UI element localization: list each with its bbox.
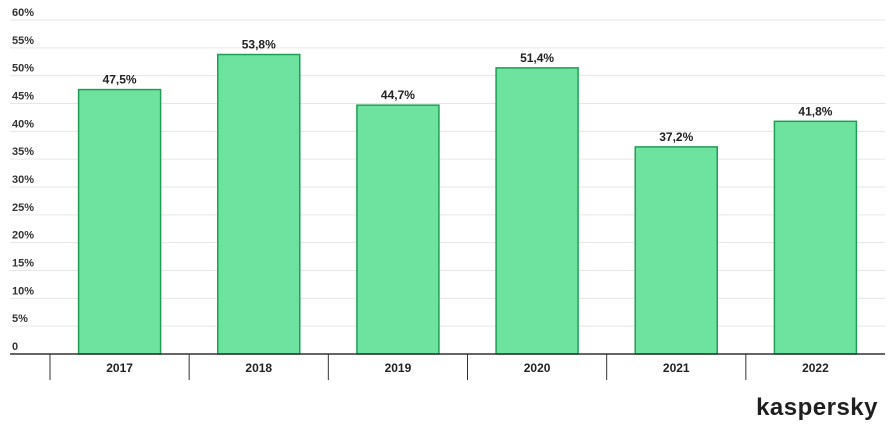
y-tick-label: 40% bbox=[12, 118, 34, 130]
y-tick-label: 30% bbox=[12, 174, 34, 186]
y-tick-label: 50% bbox=[12, 63, 34, 75]
data-label-2018: 53,8% bbox=[242, 38, 276, 52]
y-tick-label: 5% bbox=[12, 313, 28, 325]
data-labels: 47,5% 53,8% 44,7% 51,4% 37,2% 41,8% bbox=[103, 38, 833, 144]
x-tick-label-2022: 2022 bbox=[802, 361, 829, 375]
y-tick-label: 15% bbox=[12, 258, 34, 270]
bar-2020 bbox=[495, 67, 579, 355]
x-tick-label-2018: 2018 bbox=[245, 361, 272, 375]
y-tick-label: 35% bbox=[12, 146, 34, 158]
bars bbox=[77, 53, 858, 355]
y-tick-label: 0 bbox=[12, 341, 18, 353]
data-label-2017: 47,5% bbox=[103, 73, 137, 87]
bar-2021 bbox=[634, 146, 718, 355]
x-tick-label-2020: 2020 bbox=[524, 361, 551, 375]
bar-2017 bbox=[77, 88, 162, 355]
y-tick-label: 55% bbox=[12, 35, 34, 47]
data-label-2021: 37,2% bbox=[659, 130, 693, 144]
x-tick-label-2021: 2021 bbox=[663, 361, 690, 375]
bar-2019 bbox=[356, 104, 440, 355]
y-tick-label: 45% bbox=[12, 91, 34, 103]
bar-2018 bbox=[217, 53, 301, 355]
x-axis: 2017 2018 2019 2020 2021 2022 bbox=[10, 353, 885, 380]
y-tick-label: 10% bbox=[12, 285, 34, 297]
data-label-2022: 41,8% bbox=[798, 104, 832, 118]
y-tick-label: 25% bbox=[12, 202, 34, 214]
data-label-2020: 51,4% bbox=[520, 51, 554, 65]
y-tick-label: 60% bbox=[12, 7, 34, 19]
y-tick-label: 20% bbox=[12, 230, 34, 242]
kaspersky-logo: kaspersky bbox=[756, 394, 878, 421]
x-tick-label-2017: 2017 bbox=[106, 361, 133, 375]
y-axis-ticks: 0 5% 10% 15% 20% 25% 30% 35% 40% 45% 50% 55% 60% bbox=[12, 7, 34, 353]
data-label-2019: 44,7% bbox=[381, 88, 415, 102]
bar-2022 bbox=[773, 120, 858, 355]
x-tick-label-2019: 2019 bbox=[385, 361, 412, 375]
